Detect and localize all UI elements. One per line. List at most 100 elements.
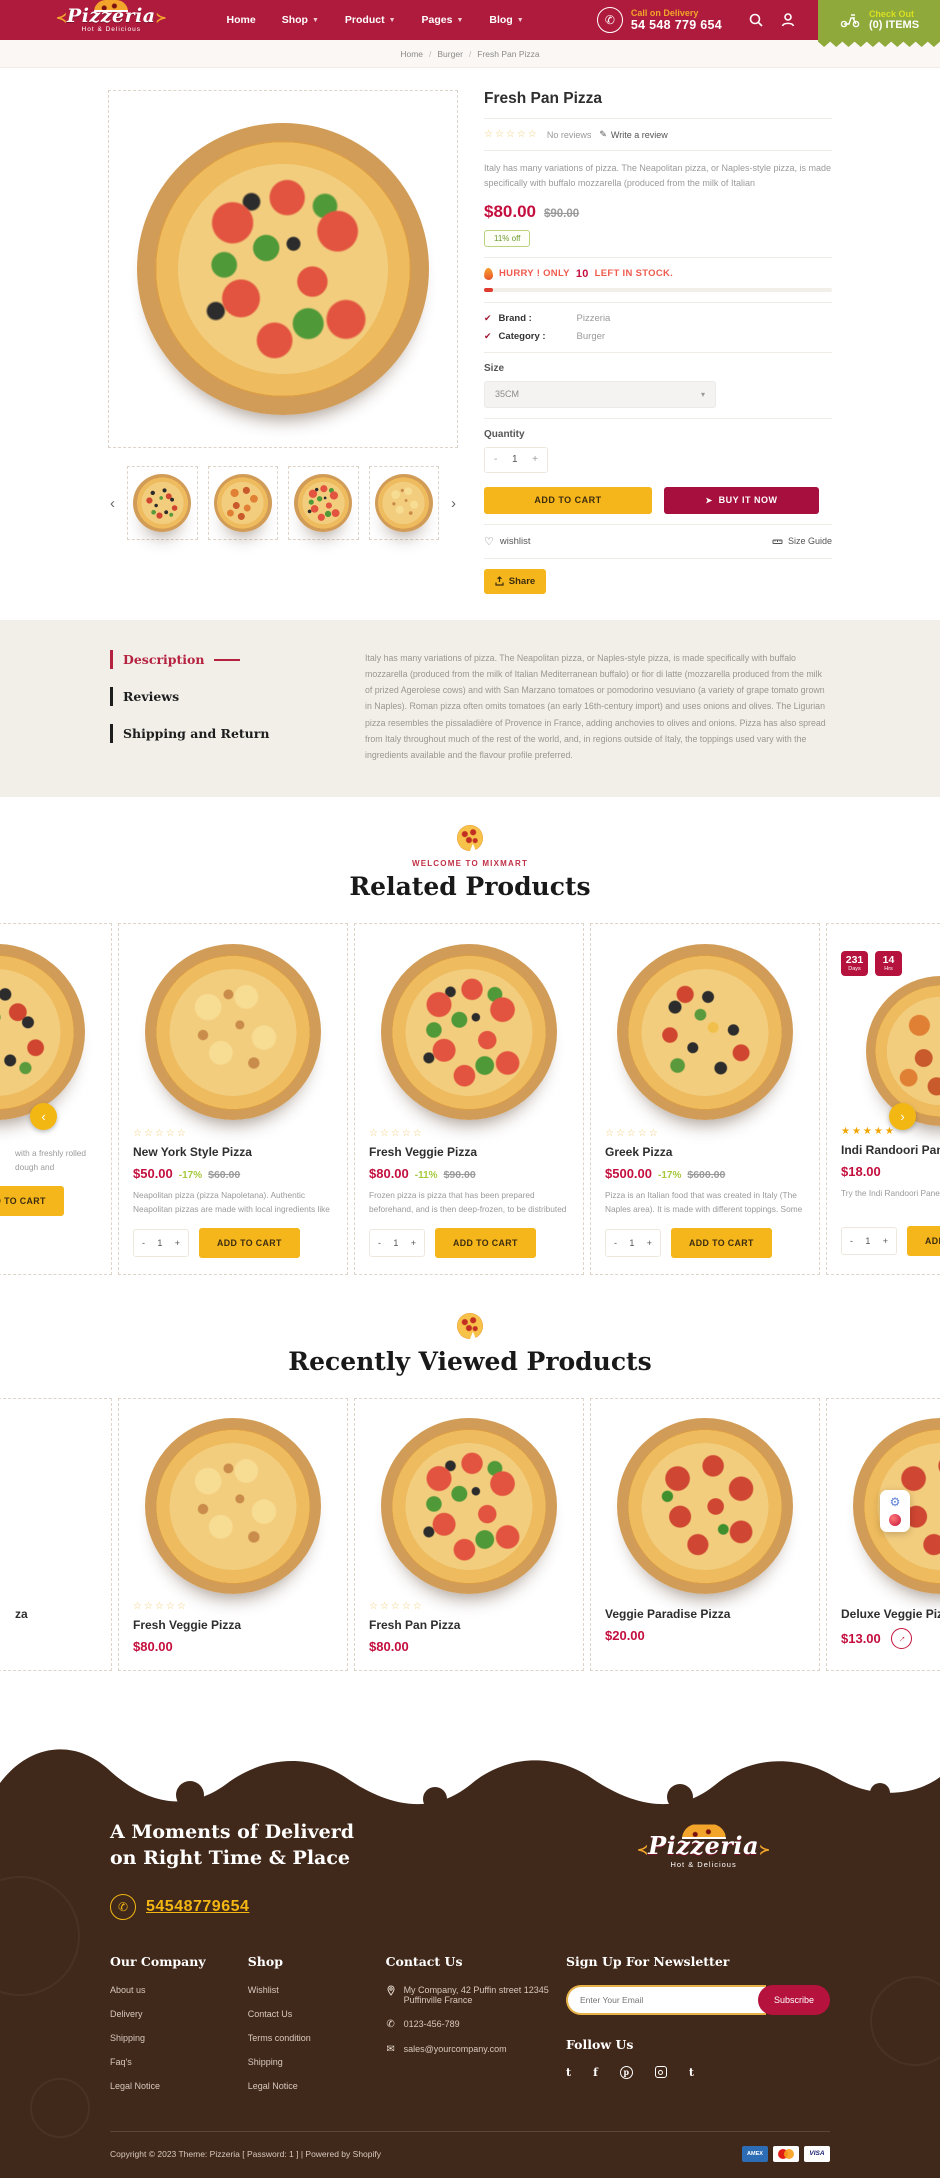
recent-product-card[interactable]: za bbox=[0, 1398, 112, 1672]
tumblr-icon[interactable]: t bbox=[688, 2065, 694, 2079]
quantity-stepper[interactable]: - 1 + bbox=[484, 446, 548, 473]
breadcrumb-home[interactable]: Home bbox=[400, 48, 424, 59]
rating-stars: ☆☆☆☆☆ bbox=[133, 1128, 188, 1140]
product-card-name[interactable]: Fresh Pan Pizza bbox=[369, 1618, 461, 1633]
footer-link-about-us[interactable]: About us bbox=[110, 1984, 146, 1995]
thumbnails-next-icon[interactable]: › bbox=[451, 494, 456, 512]
footer-link-wishlist[interactable]: Wishlist bbox=[247, 1984, 279, 1995]
share-button[interactable]: Share bbox=[484, 568, 546, 594]
thumbnail-4[interactable] bbox=[368, 466, 439, 540]
product-card-name[interactable]: Fresh Veggie Pizza bbox=[369, 1145, 478, 1160]
add-to-cart-button[interactable]: ADD TO CART bbox=[671, 1228, 772, 1259]
floating-widget[interactable]: ⚙ bbox=[880, 1490, 910, 1533]
call-on-delivery[interactable]: ✆ Call on Delivery 54 548 779 654 bbox=[596, 7, 722, 33]
newsletter-email-input[interactable] bbox=[565, 1984, 766, 2015]
related-product-card[interactable]: Hurry up! O 231 Days 14 Hrs ★★★★★ Indi R… bbox=[826, 923, 940, 1276]
site-logo[interactable]: ≺Pizzeria≻ Hot & Delicious bbox=[56, 0, 167, 34]
recent-product-card[interactable]: Veggie Paradise Pizza $20.00 bbox=[590, 1398, 820, 1672]
quantity-stepper[interactable]: -1 + bbox=[605, 1229, 661, 1258]
size-select[interactable]: 35CM ▾ bbox=[484, 380, 716, 408]
breadcrumb-burger[interactable]: Burger bbox=[437, 48, 463, 59]
user-icon[interactable] bbox=[780, 12, 796, 28]
twitter-icon[interactable]: t bbox=[565, 2065, 572, 2079]
write-review-link[interactable]: ✎ Write a review bbox=[599, 129, 668, 140]
wishlist-button[interactable]: ♡ wishlist bbox=[484, 535, 531, 548]
search-icon[interactable] bbox=[748, 12, 764, 28]
footer-contact-email[interactable]: ✉ sales@yourcompany.com bbox=[386, 2043, 507, 2055]
related-product-card[interactable]: ☆☆☆☆☆ Greek Pizza $500.00 -17% $600.00 P… bbox=[590, 923, 820, 1276]
newsletter-subscribe-button[interactable]: Subscribe bbox=[757, 1984, 831, 2015]
nav-home[interactable]: Home bbox=[226, 14, 256, 26]
thumbnails-prev-icon[interactable]: ‹ bbox=[110, 494, 115, 512]
product-card-name[interactable]: Fresh Veggie Pizza bbox=[133, 1618, 242, 1633]
add-to-cart-button[interactable]: ADD TO CART bbox=[484, 486, 652, 514]
footer-logo-tagline: Hot & Delicious bbox=[670, 1860, 737, 1870]
footer-link-delivery[interactable]: Delivery bbox=[110, 2008, 143, 2019]
carousel-prev-button[interactable]: ‹ bbox=[30, 1103, 57, 1131]
quantity-value: 1 bbox=[511, 454, 518, 466]
quantity-decrease-button[interactable]: - bbox=[494, 454, 498, 466]
gear-icon[interactable]: ⚙ bbox=[889, 1495, 901, 1510]
footer-link-terms[interactable]: Terms condition bbox=[247, 2032, 311, 2043]
pinterest-icon[interactable]: p bbox=[619, 2065, 633, 2079]
footer-link-contact-us[interactable]: Contact Us bbox=[247, 2008, 293, 2019]
footer-link-shipping[interactable]: Shipping bbox=[110, 2032, 146, 2043]
product-card-name[interactable]: New York Style Pizza bbox=[133, 1145, 252, 1160]
logo-tagline: Hot & Delicious bbox=[81, 25, 141, 33]
footer-link-faqs[interactable]: Faq's bbox=[110, 2056, 132, 2067]
product-card-price: $18.00 bbox=[841, 1164, 881, 1180]
instagram-icon[interactable] bbox=[654, 2066, 667, 2079]
quantity-stepper[interactable]: -1 + bbox=[369, 1229, 425, 1258]
thumbnail-3[interactable] bbox=[288, 466, 359, 540]
related-product-card[interactable]: ☆☆☆☆☆ with a freshly rolled dough and -1… bbox=[0, 923, 112, 1276]
quantity-increase-button[interactable]: + bbox=[532, 454, 538, 466]
size-guide-link[interactable]: Size Guide bbox=[772, 536, 832, 547]
recent-product-card[interactable]: ☆☆☆☆☆ Fresh Pan Pizza $80.00 bbox=[354, 1398, 584, 1672]
footer-link-legal-notice[interactable]: Legal Notice bbox=[110, 2080, 161, 2091]
related-product-card[interactable]: ☆☆☆☆☆ Fresh Veggie Pizza $80.00 -11% $90… bbox=[354, 923, 584, 1276]
quantity-stepper[interactable]: -1 + bbox=[841, 1227, 897, 1256]
nav-product[interactable]: Product ▼ bbox=[344, 14, 396, 26]
add-to-cart-button[interactable]: ADD TO CART bbox=[199, 1228, 300, 1259]
footer-phone-link[interactable]: 54548779654 bbox=[146, 1897, 250, 1915]
product-card-name[interactable]: Veggie Paradise Pizza bbox=[605, 1607, 731, 1622]
add-to-cart-button[interactable]: ADD TO CART bbox=[435, 1228, 536, 1259]
facebook-icon[interactable]: f bbox=[593, 2065, 598, 2079]
footer-contact-phone[interactable]: ✆ 0123-456-789 bbox=[386, 2018, 460, 2030]
nav-shop[interactable]: Shop ▼ bbox=[281, 14, 319, 26]
product-card-name[interactable]: Greek Pizza bbox=[605, 1145, 673, 1160]
thumbnail-1[interactable] bbox=[127, 466, 198, 540]
quantity-stepper[interactable]: -1 + bbox=[133, 1229, 189, 1258]
add-to-cart-button[interactable]: ADD TO CART bbox=[0, 1186, 64, 1217]
rocket-icon: ➤ bbox=[705, 495, 713, 505]
logo-text: Pizzeria bbox=[66, 4, 156, 27]
phone-icon: ✆ bbox=[110, 1893, 136, 1920]
recent-product-card[interactable]: Deluxe Veggie Pizza $13.00 → bbox=[826, 1398, 940, 1672]
tab-reviews[interactable]: Reviews bbox=[110, 686, 325, 706]
thumbnail-2[interactable] bbox=[207, 466, 278, 540]
nav-blog[interactable]: Blog ▼ bbox=[489, 14, 524, 26]
add-to-cart-button[interactable]: ADD TO CART bbox=[907, 1226, 940, 1257]
footer-link-legal-notice-2[interactable]: Legal Notice bbox=[247, 2080, 298, 2091]
footer-link-shipping-2[interactable]: Shipping bbox=[247, 2056, 283, 2067]
buy-it-now-button[interactable]: ➤ BUY IT NOW bbox=[664, 486, 819, 514]
countdown-hours: 14 Hrs bbox=[875, 951, 902, 977]
pencil-icon: ✎ bbox=[599, 129, 607, 139]
quick-view-arrow-icon[interactable]: → bbox=[886, 1624, 917, 1654]
footer-logo[interactable]: ≺Pizzeria≻ Hot & Delicious bbox=[637, 1824, 770, 1870]
chevron-down-icon: ▼ bbox=[456, 16, 464, 24]
tab-description[interactable]: Description bbox=[110, 649, 325, 669]
rating-stars: ☆☆☆☆☆ bbox=[133, 1601, 188, 1613]
carousel-next-button[interactable]: › bbox=[889, 1103, 916, 1131]
product-card-name[interactable]: Deluxe Veggie Pizza bbox=[841, 1607, 940, 1622]
widget-dot-icon[interactable] bbox=[889, 1514, 901, 1527]
related-product-card[interactable]: ☆☆☆☆☆ New York Style Pizza $50.00 -17% $… bbox=[118, 923, 348, 1276]
checkout-label: Check Out bbox=[868, 9, 914, 19]
nav-pages[interactable]: Pages ▼ bbox=[421, 14, 464, 26]
tab-shipping-return[interactable]: Shipping and Return bbox=[110, 723, 325, 743]
recent-product-card[interactable]: ☆☆☆☆☆ Fresh Veggie Pizza $80.00 bbox=[118, 1398, 348, 1672]
checkout-cart-button[interactable]: Check Out (0) ITEMS bbox=[818, 0, 940, 47]
product-card-name[interactable]: Indi Randoori Paneer bbox=[841, 1143, 940, 1158]
logo-wing-icon: ≻ bbox=[155, 9, 167, 25]
product-card-name[interactable]: za bbox=[15, 1607, 28, 1622]
